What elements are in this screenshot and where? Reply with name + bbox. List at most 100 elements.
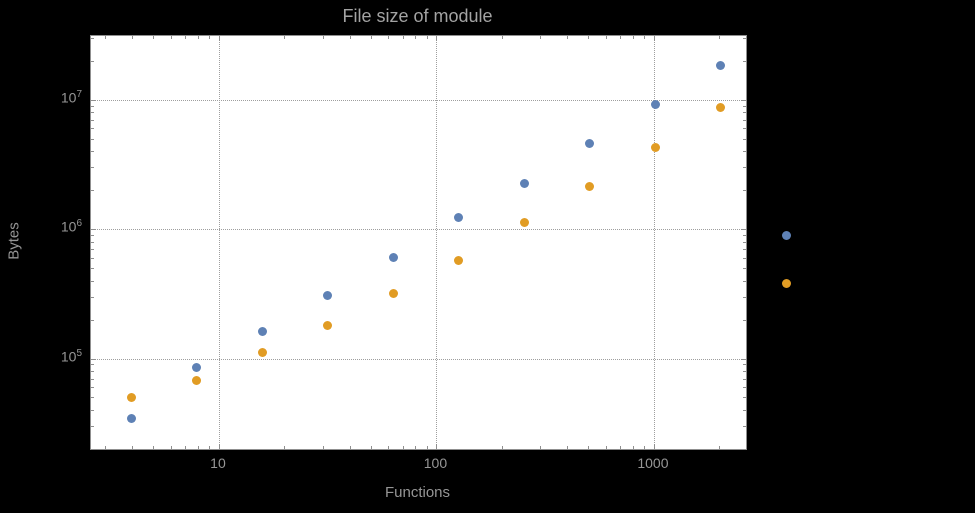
x-tick-mark bbox=[170, 446, 172, 449]
x-tick-mark bbox=[284, 36, 286, 39]
y-tick-mark bbox=[91, 119, 94, 121]
y-tick-mark bbox=[91, 319, 94, 321]
y-tick-mark bbox=[743, 190, 746, 192]
y-tick-mark bbox=[743, 296, 746, 298]
x-tick-mark bbox=[632, 446, 634, 449]
y-tick-mark bbox=[743, 167, 746, 169]
x-tick-mark bbox=[218, 444, 220, 449]
y-tick-mark bbox=[743, 280, 746, 282]
x-tick-mark bbox=[132, 446, 134, 449]
x-tick-mark bbox=[588, 36, 590, 39]
y-tick-mark bbox=[743, 128, 746, 130]
x-tick-mark bbox=[197, 36, 199, 39]
data-point-series-blue bbox=[781, 231, 791, 241]
y-gridline bbox=[91, 99, 746, 101]
x-tick-mark bbox=[105, 446, 107, 449]
y-tick-mark bbox=[91, 234, 94, 236]
x-tick-mark bbox=[567, 446, 569, 449]
y-tick-mark bbox=[743, 241, 746, 243]
x-tick-mark bbox=[436, 36, 438, 41]
x-tick-mark bbox=[388, 36, 390, 39]
y-tick-mark bbox=[743, 371, 746, 373]
x-tick-mark bbox=[402, 36, 404, 39]
data-point-series-orange bbox=[781, 279, 791, 289]
y-tick-label: 107 bbox=[60, 88, 82, 106]
x-tick-mark bbox=[620, 446, 622, 449]
x-tick-mark bbox=[370, 36, 372, 39]
y-tick-mark bbox=[741, 358, 746, 360]
x-tick-mark bbox=[605, 36, 607, 39]
y-tick-mark bbox=[91, 151, 94, 153]
y-tick-mark bbox=[91, 167, 94, 169]
y-tick-mark bbox=[743, 268, 746, 270]
x-tick-mark bbox=[501, 36, 503, 39]
y-axis-label: Bytes bbox=[5, 222, 23, 260]
y-tick-mark bbox=[91, 138, 94, 140]
y-gridline bbox=[91, 229, 746, 231]
y-tick-mark bbox=[743, 60, 746, 62]
y-tick-label: 105 bbox=[60, 347, 82, 365]
y-tick-mark bbox=[91, 387, 94, 389]
y-tick-mark bbox=[743, 387, 746, 389]
x-tick-mark bbox=[105, 36, 107, 39]
y-tick-mark bbox=[91, 60, 94, 62]
x-tick-mark bbox=[415, 446, 417, 449]
y-tick-mark bbox=[741, 229, 746, 231]
y-tick-mark bbox=[91, 371, 94, 373]
x-tick-mark bbox=[501, 446, 503, 449]
x-tick-mark bbox=[540, 446, 542, 449]
y-tick-mark bbox=[91, 229, 96, 231]
x-gridline bbox=[218, 36, 220, 449]
x-tick-mark bbox=[153, 36, 155, 39]
y-tick-mark bbox=[91, 249, 94, 251]
chart-title: File size of module bbox=[342, 6, 493, 26]
x-tick-mark bbox=[653, 444, 655, 449]
y-tick-mark bbox=[91, 358, 96, 360]
x-tick-mark bbox=[218, 36, 220, 41]
x-tick-mark bbox=[209, 36, 210, 39]
x-tick-mark bbox=[605, 446, 607, 449]
x-tick-mark bbox=[349, 446, 351, 449]
x-tick-mark bbox=[719, 446, 721, 449]
x-tick-mark bbox=[415, 36, 417, 39]
y-tick-mark bbox=[743, 397, 746, 399]
x-tick-mark bbox=[349, 36, 351, 39]
y-tick-mark bbox=[91, 378, 94, 380]
y-tick-mark bbox=[91, 257, 94, 259]
y-tick-mark bbox=[91, 190, 94, 192]
y-tick-mark bbox=[91, 410, 94, 412]
y-tick-mark bbox=[91, 268, 94, 270]
x-tick-mark bbox=[388, 446, 390, 449]
y-tick-mark bbox=[743, 112, 746, 114]
y-tick-mark bbox=[743, 119, 746, 121]
y-tick-mark bbox=[91, 128, 94, 130]
y-tick-mark bbox=[91, 37, 94, 39]
x-tick-mark bbox=[197, 446, 199, 449]
x-tick-mark bbox=[284, 446, 286, 449]
y-tick-mark bbox=[743, 410, 746, 412]
x-axis-label: Functions bbox=[384, 484, 451, 501]
y-tick-mark bbox=[91, 99, 96, 101]
y-tick-mark bbox=[91, 280, 94, 282]
x-tick-label: 10 bbox=[210, 455, 226, 471]
x-tick-mark bbox=[185, 36, 187, 39]
x-tick-mark bbox=[436, 444, 438, 449]
y-tick-label: 106 bbox=[60, 218, 82, 235]
y-tick-mark bbox=[743, 426, 746, 428]
x-tick-mark bbox=[185, 446, 187, 449]
y-tick-mark bbox=[743, 249, 746, 251]
y-tick-mark bbox=[743, 378, 746, 380]
y-tick-mark bbox=[91, 296, 94, 298]
x-tick-mark bbox=[370, 446, 372, 449]
x-tick-mark bbox=[643, 446, 645, 449]
x-tick-label: 1000 bbox=[637, 455, 669, 471]
x-tick-mark bbox=[540, 36, 542, 39]
x-gridline bbox=[653, 36, 655, 449]
y-tick-mark bbox=[91, 112, 94, 114]
x-tick-mark bbox=[653, 36, 655, 41]
x-tick-mark bbox=[588, 446, 590, 449]
x-tick-mark bbox=[426, 36, 428, 39]
x-tick-label: 100 bbox=[423, 455, 448, 471]
x-tick-mark bbox=[426, 446, 428, 449]
